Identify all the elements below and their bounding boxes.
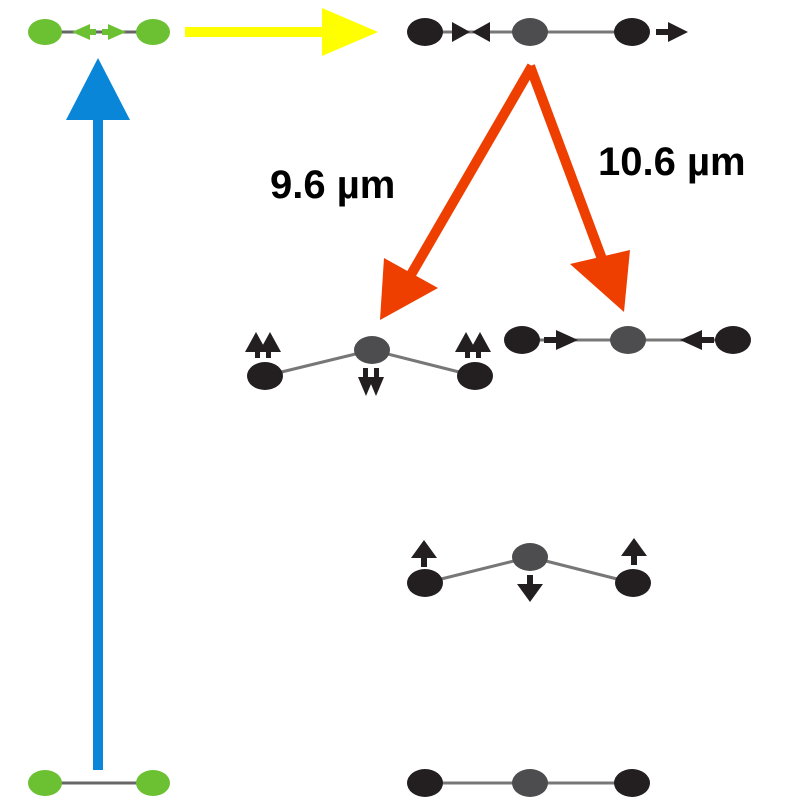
co2-ground bbox=[407, 769, 650, 797]
emission-arrows bbox=[380, 63, 630, 320]
n2-excited bbox=[28, 19, 170, 45]
co2-bend bbox=[407, 538, 651, 602]
co2-bend-excited bbox=[245, 332, 493, 396]
wavelength-label: 10.6 µm bbox=[598, 140, 746, 184]
co2-asymmetric bbox=[407, 18, 688, 46]
pump-arrow bbox=[66, 58, 130, 770]
energy-transfer-arrow bbox=[185, 8, 378, 56]
wavelength-label: 9.6 µm bbox=[270, 163, 395, 207]
co2-symmetric bbox=[504, 326, 751, 354]
n2-ground bbox=[28, 770, 170, 796]
